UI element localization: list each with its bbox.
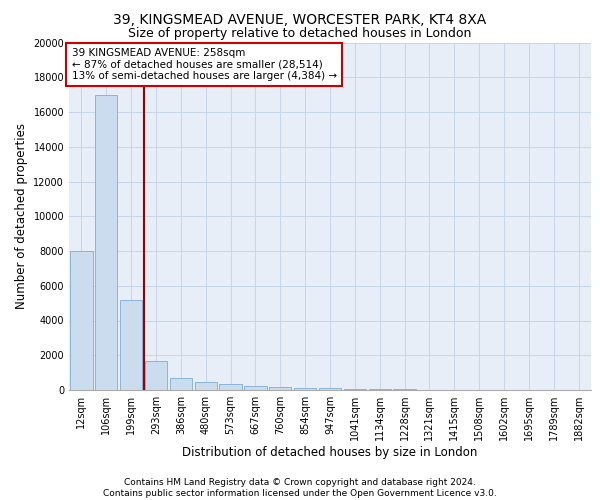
- Bar: [95, 94, 118, 390]
- Bar: [220, 384, 242, 390]
- Text: Contains HM Land Registry data © Crown copyright and database right 2024.
Contai: Contains HM Land Registry data © Crown c…: [103, 478, 497, 498]
- Bar: [194, 382, 217, 390]
- Text: 39 KINGSMEAD AVENUE: 258sqm
← 87% of detached houses are smaller (28,514)
13% of: 39 KINGSMEAD AVENUE: 258sqm ← 87% of det…: [71, 48, 337, 81]
- Bar: [269, 387, 292, 390]
- Y-axis label: Number of detached properties: Number of detached properties: [15, 123, 28, 309]
- Bar: [70, 251, 92, 390]
- X-axis label: Distribution of detached houses by size in London: Distribution of detached houses by size …: [182, 446, 478, 459]
- Bar: [294, 388, 316, 390]
- Bar: [145, 362, 167, 390]
- Text: Size of property relative to detached houses in London: Size of property relative to detached ho…: [128, 28, 472, 40]
- Bar: [344, 389, 366, 390]
- Bar: [120, 300, 142, 390]
- Bar: [170, 378, 192, 390]
- Bar: [319, 388, 341, 390]
- Bar: [244, 386, 266, 390]
- Text: 39, KINGSMEAD AVENUE, WORCESTER PARK, KT4 8XA: 39, KINGSMEAD AVENUE, WORCESTER PARK, KT…: [113, 12, 487, 26]
